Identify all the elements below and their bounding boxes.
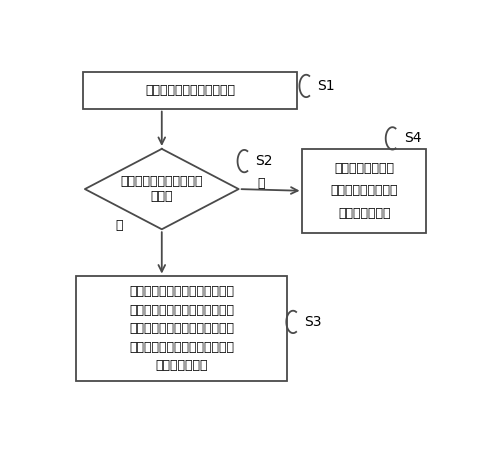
Text: 将移动设备的其他分屏的窗口按: 将移动设备的其他分屏的窗口按 <box>129 341 234 354</box>
Text: 获取待退出应用的退出指令: 获取待退出应用的退出指令 <box>145 84 235 97</box>
Text: S3: S3 <box>304 315 322 329</box>
FancyBboxPatch shape <box>302 149 426 233</box>
FancyBboxPatch shape <box>83 72 297 109</box>
Text: S1: S1 <box>318 79 335 93</box>
FancyBboxPatch shape <box>76 276 287 381</box>
Text: 可退出应用关闭: 可退出应用关闭 <box>338 207 391 220</box>
Text: S4: S4 <box>404 131 421 145</box>
Text: 退出应用所在的分屏关闭，然后: 退出应用所在的分屏关闭，然后 <box>129 322 234 336</box>
Text: 判断并获取待退出应用所在的分: 判断并获取待退出应用所在的分 <box>129 286 234 298</box>
Text: 闭或执行其他操作即: 闭或执行其他操作即 <box>331 184 398 197</box>
Text: 将待将退出应用关: 将待将退出应用关 <box>334 162 394 175</box>
Text: 屏模式: 屏模式 <box>151 190 173 202</box>
Text: 是: 是 <box>115 219 122 232</box>
Text: 否: 否 <box>257 178 265 190</box>
Text: 屏，以及将待退出应用关闭、待: 屏，以及将待退出应用关闭、待 <box>129 304 234 317</box>
Text: S2: S2 <box>256 154 273 168</box>
Text: 照设定方式显示: 照设定方式显示 <box>155 360 208 372</box>
Text: 判断移动设备是否处于分: 判断移动设备是否处于分 <box>121 175 203 188</box>
